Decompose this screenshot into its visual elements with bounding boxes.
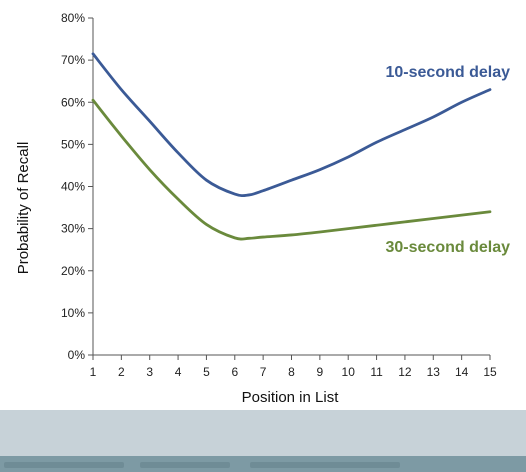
footer-bar-text-ghost [250, 462, 400, 468]
footer-band [0, 410, 526, 456]
y-tick-label: 80% [61, 11, 85, 25]
y-tick-label: 60% [61, 95, 85, 109]
series-line-30-second-delay [91, 98, 492, 241]
x-tick-label: 14 [455, 365, 469, 379]
y-tick-label: 20% [61, 264, 85, 278]
series-line-10-second-delay [91, 52, 492, 198]
chart: 0%10%20%30%40%50%60%70%80%1 2 3 4 5 6 7 8 9 10 11 1… [15, 11, 511, 406]
x-tick-label: 5 [203, 365, 210, 379]
x-tick-label: 11 [370, 365, 383, 379]
x-tick-label: 15 [483, 365, 497, 379]
x-tick-label: 13 [427, 365, 441, 379]
footer-bar-text-ghost [140, 462, 230, 468]
series-label-30-second-delay: 30-second delay [386, 239, 511, 256]
x-tick-label: 12 [398, 365, 412, 379]
x-tick-label: 3 [146, 365, 153, 379]
x-tick-label: 8 [288, 365, 295, 379]
y-axis-title: Probability of Recall [15, 142, 32, 275]
series-label-10-second-delay: 10-second delay [386, 64, 511, 81]
series-layer [91, 52, 492, 241]
x-tick-label: 4 [175, 365, 182, 379]
footer-bar [0, 456, 526, 472]
x-tick-label: 2 [118, 365, 125, 379]
y-tick-label: 30% [61, 222, 85, 236]
x-tick-label: 1 [90, 365, 97, 379]
y-tick-label: 40% [61, 180, 85, 194]
y-tick-label: 0% [68, 348, 86, 362]
axes: 0%10%20%30%40%50%60%70%80%1 2 3 4 5 6 7 8 9 10 11 1… [61, 11, 497, 379]
y-tick-label: 70% [61, 53, 85, 67]
x-tick-label: 7 [260, 365, 267, 379]
footer-bar-text-ghost [4, 462, 124, 468]
y-tick-label: 10% [61, 306, 85, 320]
x-tick-label: 9 [317, 365, 324, 379]
x-tick-label: 6 [231, 365, 238, 379]
y-tick-label: 50% [61, 137, 85, 151]
x-tick-label: 10 [342, 365, 356, 379]
x-axis-title: Position in List [242, 389, 340, 406]
